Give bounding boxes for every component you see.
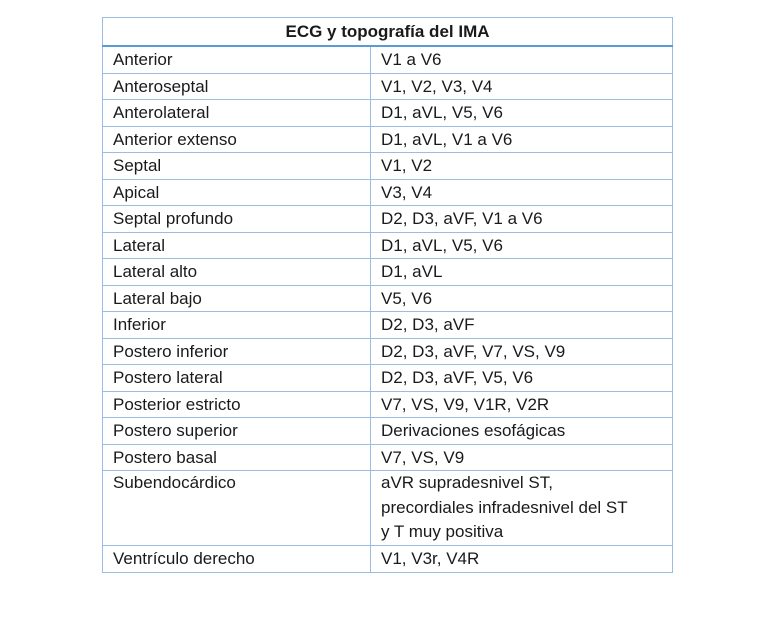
region-cell: Postero lateral <box>102 364 371 392</box>
region-cell: Postero inferior <box>102 337 371 365</box>
leads-cell: D2, D3, aVF, V7, VS, V9 <box>370 337 673 365</box>
region-cell: Postero superior <box>102 417 371 445</box>
leads-cell: V1, V2 <box>370 152 673 180</box>
region-cell: Anterior <box>102 45 371 74</box>
region-cell: Apical <box>102 178 371 206</box>
table-header-row: ECG y topografía del IMA <box>102 17 673 47</box>
table-row: Anterolateral D1, aVL, V5, V6 <box>102 99 673 127</box>
leads-cell: V7, VS, V9 <box>370 443 673 471</box>
leads-line: aVR supradesnivel ST, <box>381 473 553 492</box>
leads-cell: V3, V4 <box>370 178 673 206</box>
table-row: Postero basal V7, VS, V9 <box>102 443 673 471</box>
table-row: Inferior D2, D3, aVF <box>102 311 673 339</box>
leads-cell: D2, D3, aVF, V1 a V6 <box>370 205 673 233</box>
region-cell: Septal profundo <box>102 205 371 233</box>
region-cell: Anterior extenso <box>102 125 371 153</box>
leads-cell: D1, aVL, V5, V6 <box>370 231 673 259</box>
leads-cell: D2, D3, aVF <box>370 311 673 339</box>
leads-cell: V5, V6 <box>370 284 673 312</box>
region-cell: Septal <box>102 152 371 180</box>
leads-cell: D2, D3, aVF, V5, V6 <box>370 364 673 392</box>
table-row: Ventrículo derecho V1, V3r, V4R <box>102 545 673 573</box>
region-cell: Inferior <box>102 311 371 339</box>
region-cell: Ventrículo derecho <box>102 545 371 573</box>
table-row: Lateral bajo V5, V6 <box>102 284 673 312</box>
table-title: ECG y topografía del IMA <box>102 17 673 47</box>
table-row: Postero inferior D2, D3, aVF, V7, VS, V9 <box>102 337 673 365</box>
table-row: Subendocárdico aVR supradesnivel ST, pre… <box>102 470 673 546</box>
leads-cell: V1 a V6 <box>370 45 673 74</box>
region-cell: Anteroseptal <box>102 72 371 100</box>
table-row: Septal V1, V2 <box>102 152 673 180</box>
leads-cell: D1, aVL, V1 a V6 <box>370 125 673 153</box>
table-row: Postero lateral D2, D3, aVF, V5, V6 <box>102 364 673 392</box>
region-cell: Anterolateral <box>102 99 371 127</box>
region-cell: Postero basal <box>102 443 371 471</box>
table-row: Postero superior Derivaciones esofágicas <box>102 417 673 445</box>
region-cell: Lateral alto <box>102 258 371 286</box>
region-cell: Subendocárdico <box>102 470 371 546</box>
leads-line: y T muy positiva <box>381 522 504 541</box>
leads-cell: V7, VS, V9, V1R, V2R <box>370 390 673 418</box>
table-row: Anterior extenso D1, aVL, V1 a V6 <box>102 125 673 153</box>
region-cell: Posterior estricto <box>102 390 371 418</box>
leads-cell: V1, V2, V3, V4 <box>370 72 673 100</box>
table-row: Anteroseptal V1, V2, V3, V4 <box>102 72 673 100</box>
ecg-topography-table: ECG y topografía del IMA Anterior V1 a V… <box>102 17 673 573</box>
leads-cell: D1, aVL <box>370 258 673 286</box>
leads-line: precordiales infradesnivel del ST <box>381 497 628 517</box>
table-row: Posterior estricto V7, VS, V9, V1R, V2R <box>102 390 673 418</box>
table-row: Septal profundo D2, D3, aVF, V1 a V6 <box>102 205 673 233</box>
leads-cell: Derivaciones esofágicas <box>370 417 673 445</box>
region-cell: Lateral bajo <box>102 284 371 312</box>
region-cell: Lateral <box>102 231 371 259</box>
leads-cell: aVR supradesnivel ST, precordiales infra… <box>370 470 673 546</box>
table-row: Lateral alto D1, aVL <box>102 258 673 286</box>
table-row: Lateral D1, aVL, V5, V6 <box>102 231 673 259</box>
table-row: Apical V3, V4 <box>102 178 673 206</box>
leads-cell: D1, aVL, V5, V6 <box>370 99 673 127</box>
leads-cell: V1, V3r, V4R <box>370 545 673 573</box>
table-row: Anterior V1 a V6 <box>102 45 673 74</box>
